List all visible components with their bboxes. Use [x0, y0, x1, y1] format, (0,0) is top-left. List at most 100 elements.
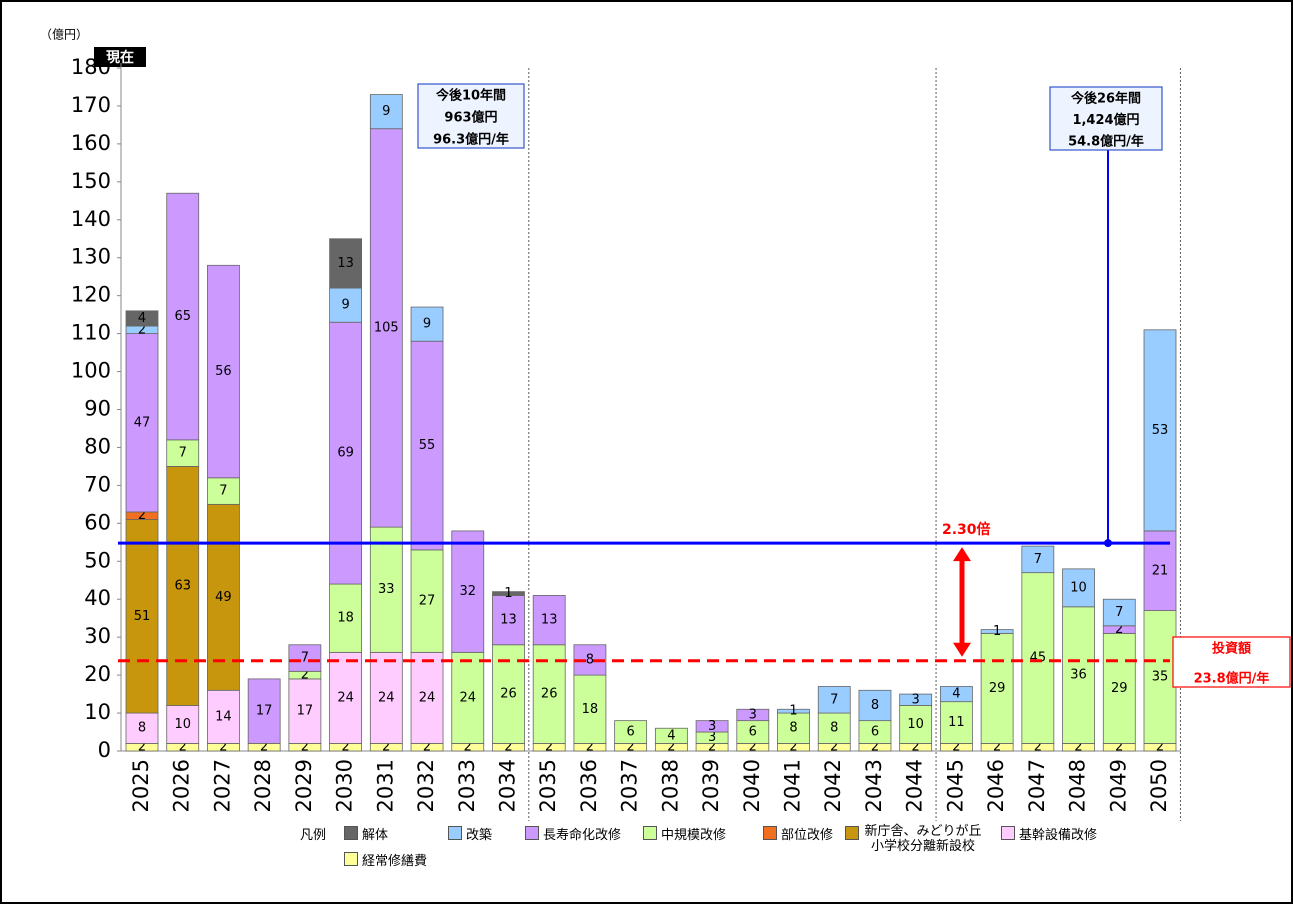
y-tick-label: 160 [71, 131, 111, 155]
bar-value-label: 9 [382, 104, 390, 119]
bar-segment [451, 651, 485, 744]
bar-segment [858, 689, 892, 722]
annotation-text: 23.8億円/年 [1194, 671, 1270, 687]
bar-value-label: 2 [1115, 622, 1123, 637]
bar-value-label: 69 [337, 446, 354, 461]
bar-value-label: 26 [541, 687, 558, 702]
x-tick-label: 2049 [1106, 759, 1130, 812]
legend-label: 改築 [466, 828, 493, 843]
legend-swatch [845, 826, 859, 840]
bar-value-label: 1 [993, 624, 1001, 639]
bar-segment [532, 595, 566, 646]
legend-label: 新庁舎、みどりが丘小学校分離新設校 [864, 824, 982, 854]
bar-value-label: 8 [586, 652, 594, 667]
bar-value-label: 45 [1030, 651, 1047, 666]
bar-segment [980, 632, 1014, 744]
bar-value-label: 3 [749, 707, 757, 722]
bar-value-label: 2 [341, 740, 349, 755]
legend-item: 中規模改修 [643, 824, 726, 843]
bar-segment [899, 693, 933, 706]
bar-value-label: 2 [423, 740, 431, 755]
bar-segment [369, 651, 403, 744]
annotation-text: 今後26年間 [1070, 91, 1141, 107]
bar-value-label: 27 [419, 594, 436, 609]
bar-value-label: 11 [948, 715, 965, 730]
legend-label: 経常修繕費 [362, 854, 428, 869]
bar-value-label: 10 [174, 717, 191, 732]
bar-value-label: 2 [504, 740, 512, 755]
bar-segment [410, 340, 444, 551]
annotation-text: 963億円 [444, 110, 497, 126]
x-tick-label: 2045 [943, 759, 967, 812]
bar-value-label: 2 [260, 740, 268, 755]
bar-value-label: 24 [459, 690, 476, 705]
bar-value-label: 53 [1152, 423, 1169, 438]
bar-value-label: 1 [789, 704, 797, 719]
bar-value-label: 2 [1156, 740, 1164, 755]
legend-swatch [763, 826, 777, 840]
bar-segment [329, 583, 363, 653]
current-label: 現在 [106, 49, 134, 66]
bar-value-label: 1 [504, 586, 512, 601]
x-tick-label: 2036 [577, 759, 601, 812]
y-tick-label: 30 [84, 624, 111, 648]
y-tick-label: 180 [71, 55, 111, 79]
legend-item: 改築 [448, 824, 492, 843]
x-tick-label: 2026 [170, 759, 194, 812]
y-tick-label: 120 [71, 283, 111, 307]
current-box [94, 47, 146, 67]
bar-value-label: 2 [993, 740, 1001, 755]
bar-value-label: 2 [1074, 740, 1082, 755]
bar-value-label: 3 [912, 692, 920, 707]
bar-value-label: 24 [337, 690, 354, 705]
bar-value-label: 17 [297, 704, 314, 719]
bar-segment [940, 686, 973, 703]
bar-value-label: 4 [138, 311, 146, 326]
legend-item: 部位改修 [763, 824, 833, 843]
bar-value-label: 2 [1115, 740, 1123, 755]
bar-value-label: 6 [626, 725, 634, 740]
leader-dot [1104, 539, 1112, 548]
legend-item: 経常修繕費 [344, 850, 427, 869]
bar-value-label: 105 [374, 320, 399, 335]
bar-segment [1062, 606, 1095, 744]
bar-value-label: 2 [912, 740, 920, 755]
bar-segment [777, 712, 810, 744]
bar-value-label: 29 [989, 681, 1006, 696]
bar-segment [288, 644, 322, 672]
bar-segment [940, 701, 973, 744]
bar-value-label: 7 [1115, 605, 1123, 620]
legend-label: 長寿命化改修 [543, 828, 622, 843]
bar-value-label: 8 [138, 721, 146, 736]
bar-segment [1102, 632, 1136, 744]
x-tick-label: 2050 [1147, 759, 1171, 812]
annotation-box [1049, 86, 1163, 151]
bar-segment [1143, 329, 1177, 532]
bar-value-label: 56 [215, 364, 232, 379]
y-tick-label: 0 [98, 738, 111, 762]
x-tick-label: 2043 [862, 759, 886, 812]
bar-value-label: 2 [138, 740, 146, 755]
bar-value-label: 49 [215, 590, 232, 605]
bar-segment [329, 238, 363, 289]
bar-value-label: 2 [179, 740, 187, 755]
bar-segment [777, 708, 810, 714]
bar-segment [492, 591, 525, 596]
bar-value-label: 2 [626, 740, 634, 755]
x-tick-label: 2039 [699, 759, 723, 812]
bar-value-label: 2 [1034, 740, 1042, 755]
bar-segment [166, 192, 200, 441]
bar-value-label: 2 [789, 740, 797, 755]
y-tick-label: 140 [71, 207, 111, 231]
y-tick-label: 170 [71, 93, 111, 117]
bar-value-label: 4 [952, 687, 960, 702]
bar-value-label: 2 [830, 740, 838, 755]
bar-value-label: 63 [174, 578, 191, 593]
arrow-head [953, 642, 971, 657]
bar-value-label: 2 [708, 740, 716, 755]
bar-value-label: 2 [871, 740, 879, 755]
x-tick-label: 2034 [495, 759, 519, 812]
bar-segment [207, 477, 240, 505]
